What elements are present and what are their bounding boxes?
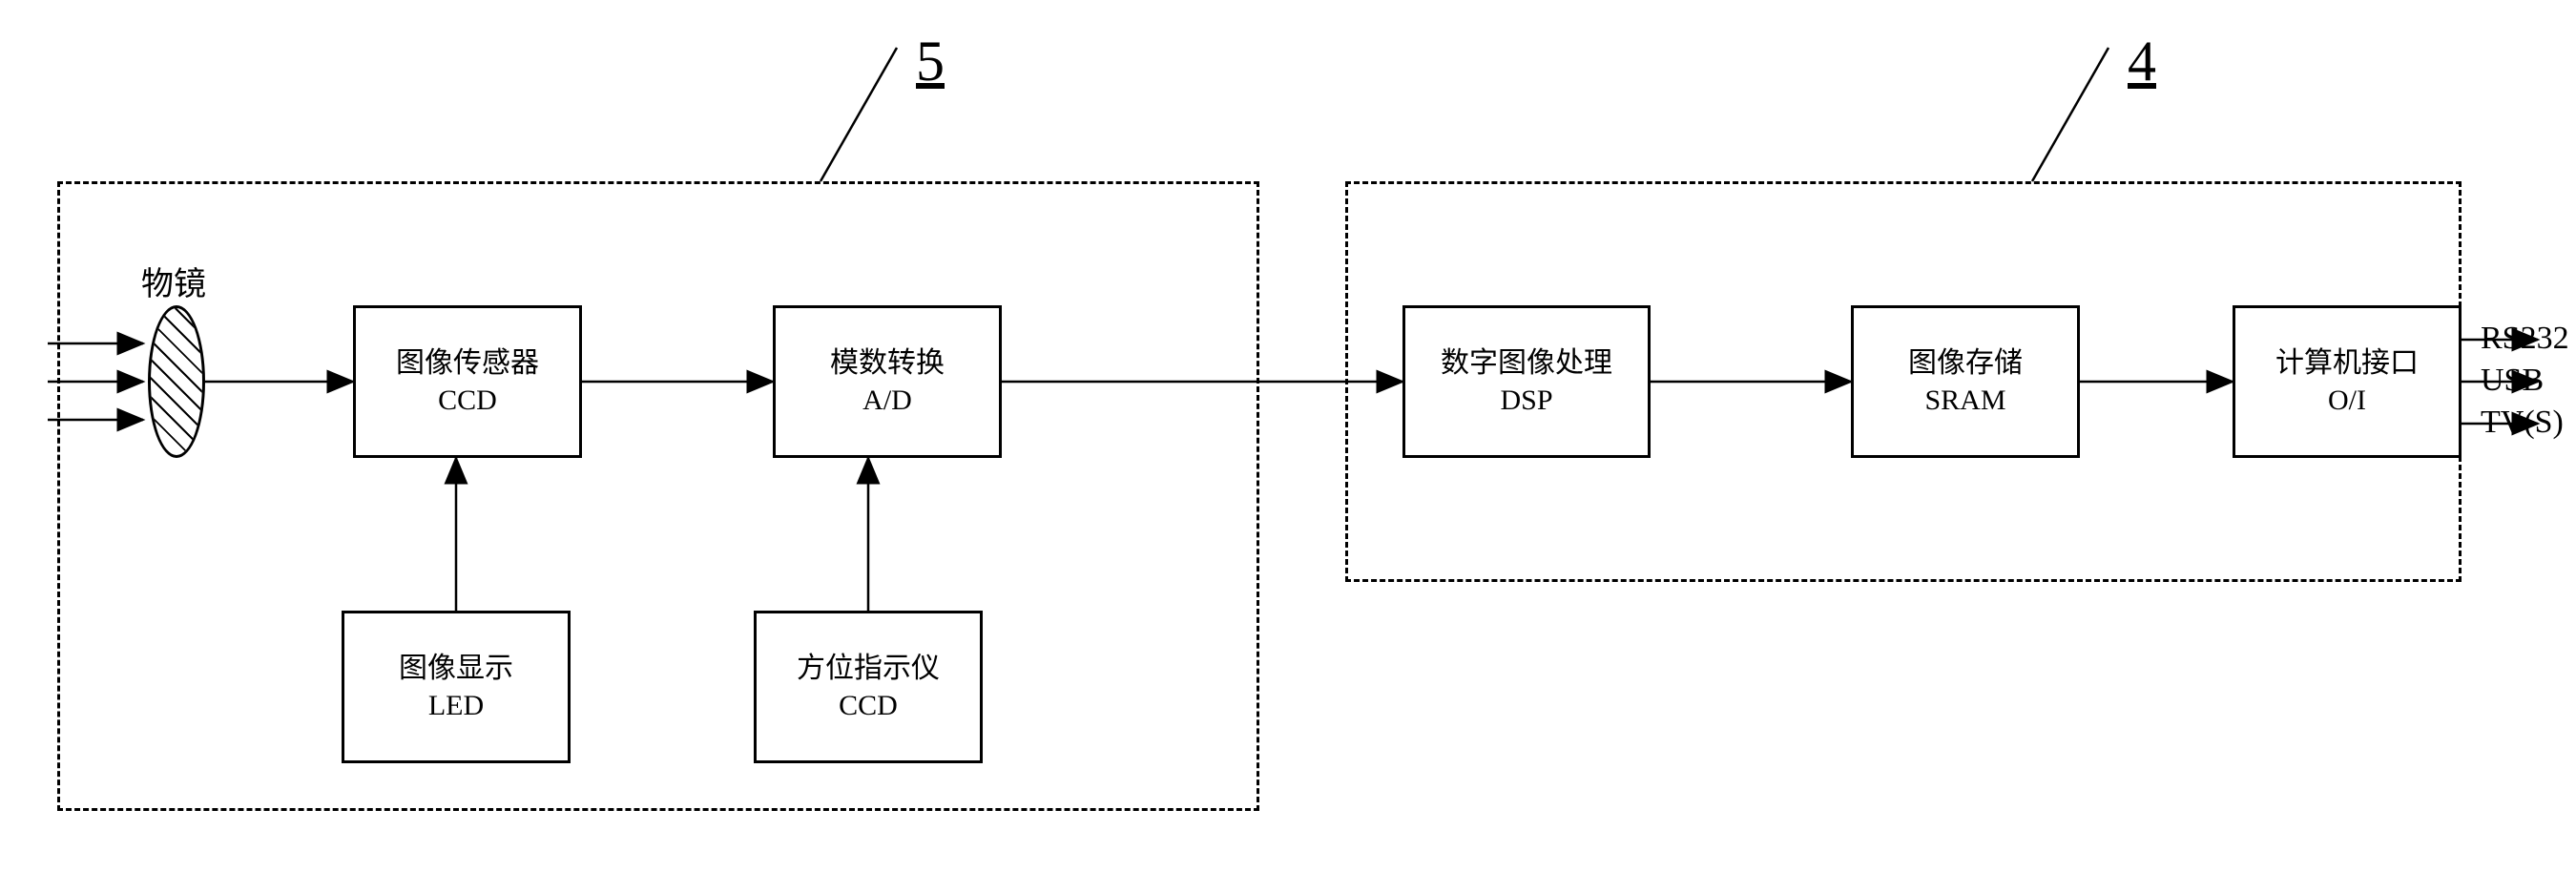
output-usb-label: USB (2481, 363, 2544, 399)
ccd-sensor-line2: CCD (438, 382, 497, 419)
led-line1: 图像显示 (399, 650, 513, 687)
azimuth-indicator-block: 方位指示仪 CCD (754, 611, 983, 763)
dsp-line2: DSP (1500, 382, 1552, 419)
ad-line2: A/D (862, 382, 912, 419)
azimuth-line1: 方位指示仪 (797, 650, 940, 687)
objective-lens (148, 305, 205, 458)
module-5-number: 5 (916, 29, 945, 94)
diagram-canvas: 物镜 图像传感器 CCD 模数转换 A/D 图像显示 LED 方位指示仪 CCD… (0, 0, 2576, 893)
module-5-boundary (57, 181, 1259, 811)
module-4-number: 4 (2128, 29, 2156, 94)
azimuth-line2: CCD (839, 687, 898, 724)
lens-hatch (151, 308, 202, 455)
ccd-sensor-block: 图像传感器 CCD (353, 305, 582, 458)
led-display-block: 图像显示 LED (342, 611, 571, 763)
led-line2: LED (428, 687, 484, 724)
sram-block: 图像存储 SRAM (1851, 305, 2080, 458)
oi-line2: O/I (2328, 382, 2366, 419)
ad-converter-block: 模数转换 A/D (773, 305, 1002, 458)
sram-line1: 图像存储 (1908, 344, 2023, 382)
dsp-block: 数字图像处理 DSP (1402, 305, 1651, 458)
ad-line1: 模数转换 (830, 344, 945, 382)
ccd-sensor-line1: 图像传感器 (396, 344, 539, 382)
computer-interface-block: 计算机接口 O/I (2233, 305, 2462, 458)
oi-line1: 计算机接口 (2275, 344, 2419, 382)
lens-label: 物镜 (141, 258, 206, 304)
dsp-line1: 数字图像处理 (1441, 344, 1612, 382)
sram-line2: SRAM (1924, 382, 2005, 419)
output-rs232-label: RS232 (2481, 321, 2569, 357)
output-tv-label: TV(S) (2481, 405, 2564, 441)
